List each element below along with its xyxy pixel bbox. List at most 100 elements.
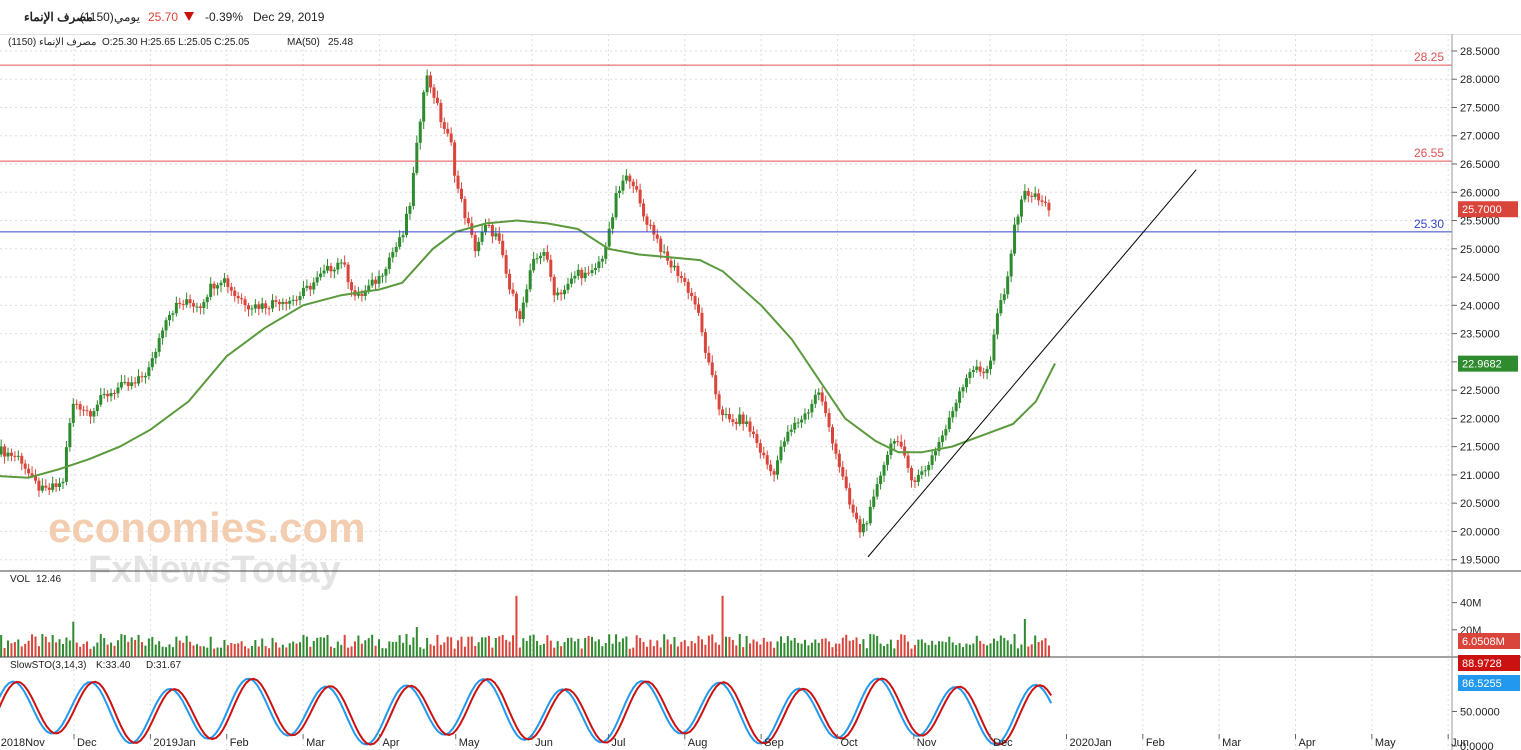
volume-bar xyxy=(525,641,528,657)
candle-body xyxy=(16,455,20,457)
volume-bar xyxy=(470,636,473,657)
volume-bar xyxy=(333,648,336,657)
volume-bar xyxy=(3,647,6,657)
volume-bar xyxy=(68,640,71,657)
candle-body xyxy=(277,301,281,305)
candle-body xyxy=(1016,216,1020,225)
time-axis: 2018Nov Dec 2019Jan Feb Mar Apr May Jun Jul Aug Se… xyxy=(1,734,1469,749)
stochastic-d-line xyxy=(0,677,1053,746)
volume-bar xyxy=(920,639,923,657)
candle-body xyxy=(621,180,625,191)
volume-bar xyxy=(711,634,714,657)
candle-body xyxy=(721,409,725,416)
candle-body xyxy=(198,306,202,308)
volume-bar xyxy=(79,646,82,657)
candle-body xyxy=(958,391,962,403)
candle-body xyxy=(755,434,759,444)
candle-body xyxy=(556,292,560,296)
volume-tag-box xyxy=(1458,633,1520,649)
candle-body xyxy=(631,181,635,187)
volume-bar xyxy=(340,644,343,657)
candle-body xyxy=(85,410,89,412)
volume-bar xyxy=(220,647,223,657)
candle-body xyxy=(27,468,31,474)
time-tick-label: Jun xyxy=(535,737,553,749)
candle-body xyxy=(648,224,652,226)
level-labels: 28.25 26.55 25.30 xyxy=(1414,50,1444,231)
volume-legend: VOL 12.46 xyxy=(10,574,61,585)
candle-body xyxy=(892,441,896,444)
candle-body xyxy=(130,382,134,387)
volume-bar xyxy=(649,639,652,657)
candle-body xyxy=(765,455,769,465)
volume-bar xyxy=(1027,646,1030,657)
candle-body xyxy=(1026,190,1030,196)
volume-bar xyxy=(206,647,209,657)
candle-body xyxy=(360,293,364,296)
volume-bar xyxy=(323,637,326,657)
candle-body xyxy=(133,382,137,384)
volume-bar xyxy=(65,637,68,657)
candle-body xyxy=(40,485,44,491)
volume-bar xyxy=(896,639,899,657)
volume-bar xyxy=(639,638,642,657)
candle-body xyxy=(418,121,422,143)
volume-bar xyxy=(350,646,353,657)
candle-body xyxy=(236,296,240,299)
candle-body xyxy=(257,304,261,309)
volume-bar xyxy=(831,647,834,657)
candle-body xyxy=(453,142,457,176)
volume-bar xyxy=(587,635,590,657)
candle-body xyxy=(776,460,780,475)
stock-chart[interactable]: economies.com FxNewsToday 28.5000 28.0000… xyxy=(0,34,1521,750)
volume-bar xyxy=(41,633,44,657)
candle-body xyxy=(319,273,323,278)
candle-body xyxy=(181,304,185,306)
candle-body xyxy=(995,313,999,335)
volume-bar xyxy=(604,643,607,657)
volume-bar xyxy=(1010,644,1013,657)
candle-body xyxy=(552,276,556,296)
volume-bar xyxy=(13,642,16,657)
candle-body xyxy=(1002,294,1006,301)
volume-bar xyxy=(927,645,930,657)
candle-body xyxy=(511,289,515,294)
time-tick-label: Mar xyxy=(306,737,325,749)
candle-body xyxy=(68,423,72,448)
candle-body xyxy=(672,265,676,268)
volume-bar xyxy=(690,641,693,657)
volume-bar xyxy=(360,643,363,657)
volume-bar xyxy=(1023,618,1026,657)
volume-bar xyxy=(900,634,903,657)
volume-bar xyxy=(271,637,274,657)
stochastic-tag-label: 86.5255 xyxy=(1462,678,1502,690)
price-tick-label: 25.5000 xyxy=(1460,216,1500,228)
volume-bar xyxy=(398,635,401,657)
volume-bar xyxy=(58,639,61,657)
header-date: Dec 29, 2019 xyxy=(253,10,325,24)
candle-body xyxy=(614,193,618,218)
volume-bar xyxy=(24,643,27,657)
candle-body xyxy=(1040,200,1044,202)
volume-bar xyxy=(453,648,456,657)
candle-body xyxy=(738,414,742,424)
candle-body xyxy=(463,198,467,219)
volume-bar xyxy=(395,641,398,657)
info-ohlc: O:25.30 H:25.65 L:25.05 C:25.05 xyxy=(102,37,250,48)
candle-body xyxy=(782,441,786,447)
volume-bar xyxy=(570,637,573,657)
candle-body xyxy=(58,483,62,487)
volume-bar xyxy=(718,644,721,657)
volume-bar xyxy=(113,645,116,657)
volume-bar xyxy=(779,636,782,657)
volume-bar xyxy=(965,643,968,657)
candle-body xyxy=(703,332,707,353)
candle-body xyxy=(1006,276,1010,295)
candle-body xyxy=(305,285,309,288)
volume-bar xyxy=(44,636,47,657)
volume-bar xyxy=(707,635,710,657)
volume-bar xyxy=(975,635,978,657)
stochastic-tick-label: 50.0000 xyxy=(1460,707,1500,719)
candle-body xyxy=(370,279,374,286)
volume-bar xyxy=(82,643,85,657)
